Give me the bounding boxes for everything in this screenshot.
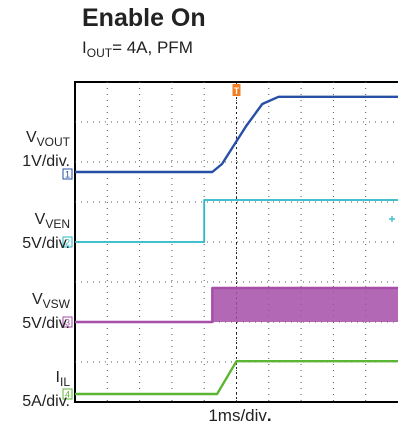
scope-traces bbox=[75, 95, 398, 396]
vsw-label: VVSW 5V/div. bbox=[22, 291, 70, 332]
ven-channel-marker: 2 bbox=[62, 236, 73, 248]
vout-channel-marker: 1 bbox=[62, 168, 73, 180]
vout-label: VVOUT 1V/div. bbox=[22, 129, 70, 170]
x-axis-label: 1ms/div. bbox=[208, 406, 272, 425]
ven-level-marker bbox=[389, 216, 395, 222]
il-channel-marker: 4 bbox=[62, 388, 73, 400]
vsw-channel-marker: 3 bbox=[62, 316, 73, 328]
il-trace bbox=[75, 360, 398, 396]
channel-markers: T 1 2 3 4 bbox=[62, 84, 241, 400]
chart-title: Enable On bbox=[82, 4, 206, 32]
svg-text:2: 2 bbox=[65, 238, 70, 248]
chart-subtitle: IOUT= 4A, PFM bbox=[82, 38, 193, 60]
svg-text:1: 1 bbox=[65, 170, 70, 180]
vsw-switching-burst bbox=[212, 288, 398, 322]
svg-text:3: 3 bbox=[65, 318, 70, 328]
ven-label: VVEN 5V/div. bbox=[22, 211, 70, 252]
vout-trace bbox=[75, 95, 398, 174]
svg-text:T: T bbox=[234, 86, 240, 96]
ven-trace bbox=[75, 199, 398, 243]
trigger-marker: T bbox=[232, 84, 241, 96]
il-label: IIL 5A/div. bbox=[22, 369, 70, 410]
svg-text:4: 4 bbox=[65, 390, 70, 400]
